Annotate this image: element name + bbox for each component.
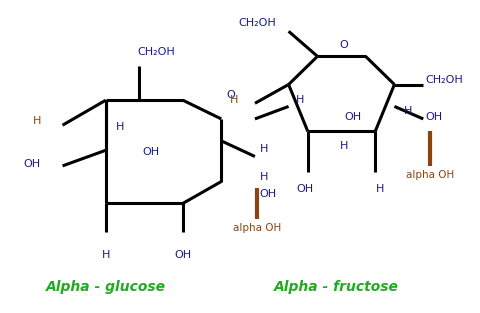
- Text: OH: OH: [142, 147, 159, 157]
- Text: alpha OH: alpha OH: [406, 170, 454, 180]
- Text: Alpha - glucose: Alpha - glucose: [46, 280, 166, 294]
- Text: CH₂OH: CH₂OH: [425, 75, 462, 85]
- Text: H: H: [101, 250, 110, 260]
- Text: OH: OH: [24, 159, 41, 169]
- Text: OH: OH: [296, 184, 313, 194]
- Text: O: O: [339, 40, 348, 50]
- Text: CH₂OH: CH₂OH: [239, 18, 276, 28]
- Text: H: H: [295, 95, 303, 105]
- Text: H: H: [259, 172, 267, 182]
- Text: OH: OH: [425, 112, 442, 122]
- Text: CH₂OH: CH₂OH: [137, 47, 174, 57]
- Text: H: H: [115, 122, 123, 132]
- Text: H: H: [229, 95, 238, 105]
- Text: H: H: [33, 115, 41, 126]
- Text: OH: OH: [259, 189, 276, 199]
- Text: OH: OH: [343, 112, 360, 122]
- Text: H: H: [259, 144, 267, 154]
- Text: alpha OH: alpha OH: [233, 223, 281, 233]
- Text: H: H: [403, 106, 411, 116]
- Text: H: H: [375, 184, 384, 194]
- Text: O: O: [226, 90, 234, 100]
- Text: Alpha - fructose: Alpha - fructose: [274, 280, 398, 294]
- Text: OH: OH: [174, 250, 191, 260]
- Text: H: H: [339, 141, 348, 151]
